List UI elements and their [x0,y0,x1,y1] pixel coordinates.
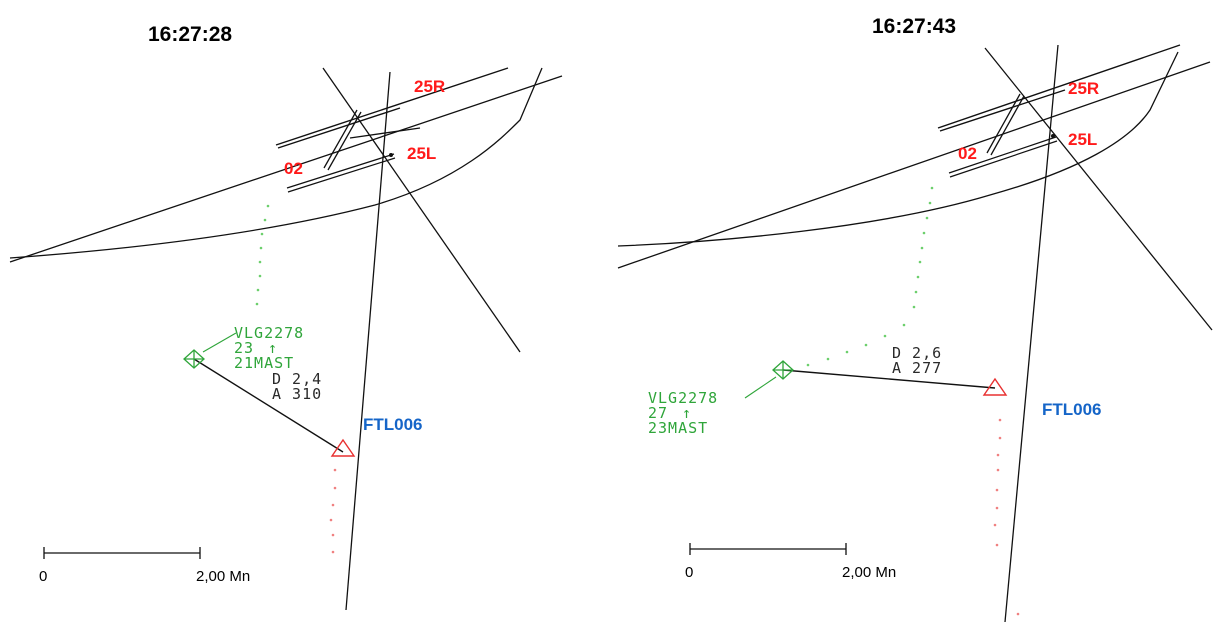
boundary-curve [617,51,1179,247]
runway-label-25L: 25L [1068,130,1097,149]
scale-zero: 0 [39,568,47,585]
trend-arrow-icon: ↑ [682,404,692,422]
flight-level: 27 [648,404,668,422]
runway-25L [948,136,1058,178]
runway-25L [286,153,396,193]
aircraft-tag-green: VLG2278 23 ↑ 21MAST [234,324,304,372]
runway-label-25L: 25L [407,144,436,163]
callsign-blue: FTL006 [1042,400,1102,419]
distance: D 2,6 [892,344,942,362]
red-triangle-target-icon [330,438,356,457]
flight-level: 23 [234,339,254,357]
square-diamond-target-icon [183,349,205,369]
callsign-blue: FTL006 [363,415,423,434]
red-track-history [329,468,337,554]
separation-readout: D 2,6 A 277 [892,344,942,377]
callsign: VLG2278 [648,389,718,407]
green-track-history [255,204,270,306]
callsign: VLG2278 [234,324,304,342]
distance: D 2,4 [272,370,322,388]
intersection-dot [389,153,393,157]
altitude: A 277 [892,359,942,377]
altitude: A 310 [272,385,322,403]
radar-panel-right: 16:27:43 25R 25L 02 [617,15,1213,623]
runway-25R [937,44,1181,132]
red-triangle-target-icon [982,377,1008,396]
approach-line-crossing [984,47,1213,331]
boundary-line [617,61,1211,269]
boundary-curve [9,67,543,259]
scale-zero: 0 [685,564,693,581]
runway-02 [986,93,1025,156]
approach-line-crossing [322,67,521,353]
runway-02 [323,109,362,171]
radar-panel-left: 16:27:28 [9,23,563,611]
label-leader-line [744,376,777,399]
final-approach-line [345,71,391,611]
trend-arrow-icon: ↑ [268,339,278,357]
scale-distance: 2,00 Mn [842,564,896,581]
final-approach-line [1004,44,1059,623]
scale-distance: 2,00 Mn [196,568,250,585]
airport-geometry [617,44,1213,623]
runway-25R [275,67,509,149]
green-track-history [806,186,934,367]
separation-line [193,358,344,453]
timestamp: 16:27:43 [872,15,956,38]
boundary-line [9,75,563,263]
scale-bar [689,543,847,555]
separation-line [782,369,996,389]
intersection-dot [1051,134,1055,138]
runway-label-25R: 25R [414,77,445,96]
square-diamond-target-icon [772,360,794,380]
runway-label-02: 02 [958,144,977,163]
timestamp: 16:27:28 [148,23,232,46]
separation-readout: D 2,4 A 310 [272,370,322,403]
runway-label-25R: 25R [1068,79,1099,98]
airport-geometry [9,67,563,611]
red-track-history [993,418,1020,616]
approach-info: 23MAST [648,419,708,437]
aircraft-tag-green: VLG2278 27 ↑ 23MAST [648,389,718,437]
label-leader-line [202,332,237,353]
runway-label-02: 02 [284,159,303,178]
scale-bar [43,547,201,559]
approach-info: 21MAST [234,354,294,372]
